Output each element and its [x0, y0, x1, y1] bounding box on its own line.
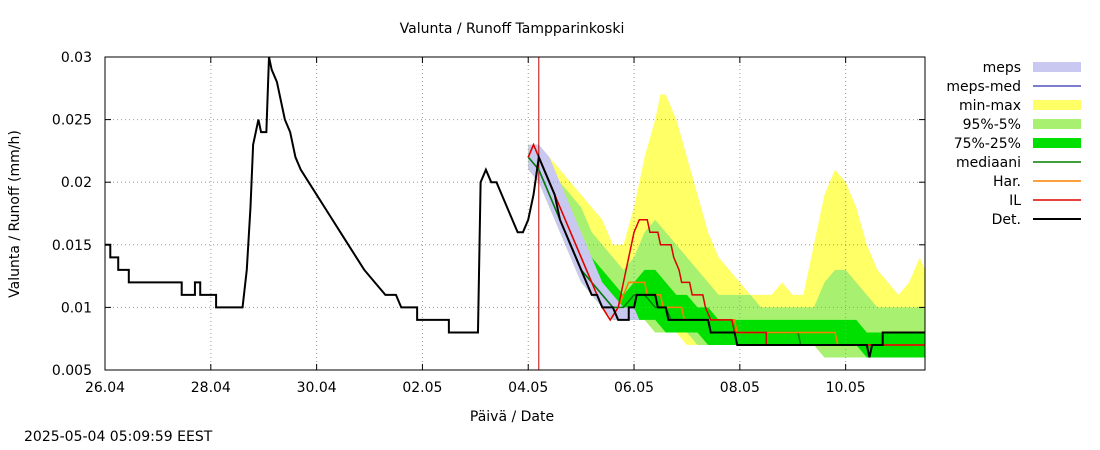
y-tick-label: 0.015	[52, 238, 92, 254]
legend-label-95-5: 95%-5%	[963, 117, 1021, 133]
chart-title: Valunta / Runoff Tampparinkoski	[400, 21, 625, 37]
legend-swatch-min-max	[1033, 100, 1081, 110]
y-axis-ticks: 0.005 0.01 0.015 0.02 0.025 0.03	[52, 50, 925, 379]
legend-label-75-25: 75%-25%	[954, 136, 1021, 152]
y-axis-label: Valunta / Runoff (mm/h)	[7, 130, 23, 298]
x-axis-ticks: 26.04 28.04 30.04 02.05 04.05 06.05 08.05 10.05	[85, 57, 866, 396]
x-tick-label: 26.04	[85, 380, 125, 396]
legend-label-har: Har.	[993, 174, 1021, 190]
band-meps	[528, 144, 640, 320]
series-line-il	[527, 142, 925, 346]
timestamp: 2025-05-04 05:09:59 EEST	[24, 429, 213, 445]
legend-label-il: IL	[1009, 193, 1021, 209]
legend-swatch-95-5	[1033, 119, 1081, 129]
legend-label-min-max: min-max	[959, 98, 1021, 114]
forecast-bands	[528, 94, 925, 358]
x-tick-label: 10.05	[826, 380, 866, 396]
legend-label-mediaani: mediaani	[956, 155, 1021, 171]
y-tick-label: 0.03	[61, 50, 92, 66]
legend: meps meps-med min-max 95%-5% 75%-25% mediaani…	[946, 60, 1081, 228]
series-lines	[105, 56, 925, 358]
x-tick-label: 30.04	[297, 380, 337, 396]
legend-label-meps-med: meps-med	[946, 79, 1021, 95]
x-tick-label: 02.05	[402, 380, 442, 396]
y-tick-label: 0.025	[52, 113, 92, 129]
legend-label-det: Det.	[992, 212, 1021, 228]
x-axis-label: Päivä / Date	[470, 409, 554, 425]
y-tick-label: 0.005	[52, 363, 92, 379]
y-tick-label: 0.01	[61, 300, 92, 316]
legend-label-meps: meps	[983, 60, 1021, 76]
legend-swatch-meps	[1033, 62, 1081, 72]
x-tick-label: 28.04	[191, 380, 231, 396]
y-tick-label: 0.02	[61, 175, 92, 191]
x-tick-label: 04.05	[508, 380, 548, 396]
x-tick-label: 08.05	[720, 380, 760, 396]
legend-swatch-75-25	[1033, 138, 1081, 148]
plot-frame	[104, 56, 926, 371]
x-tick-label: 06.05	[614, 380, 654, 396]
series-line-det	[105, 56, 925, 358]
